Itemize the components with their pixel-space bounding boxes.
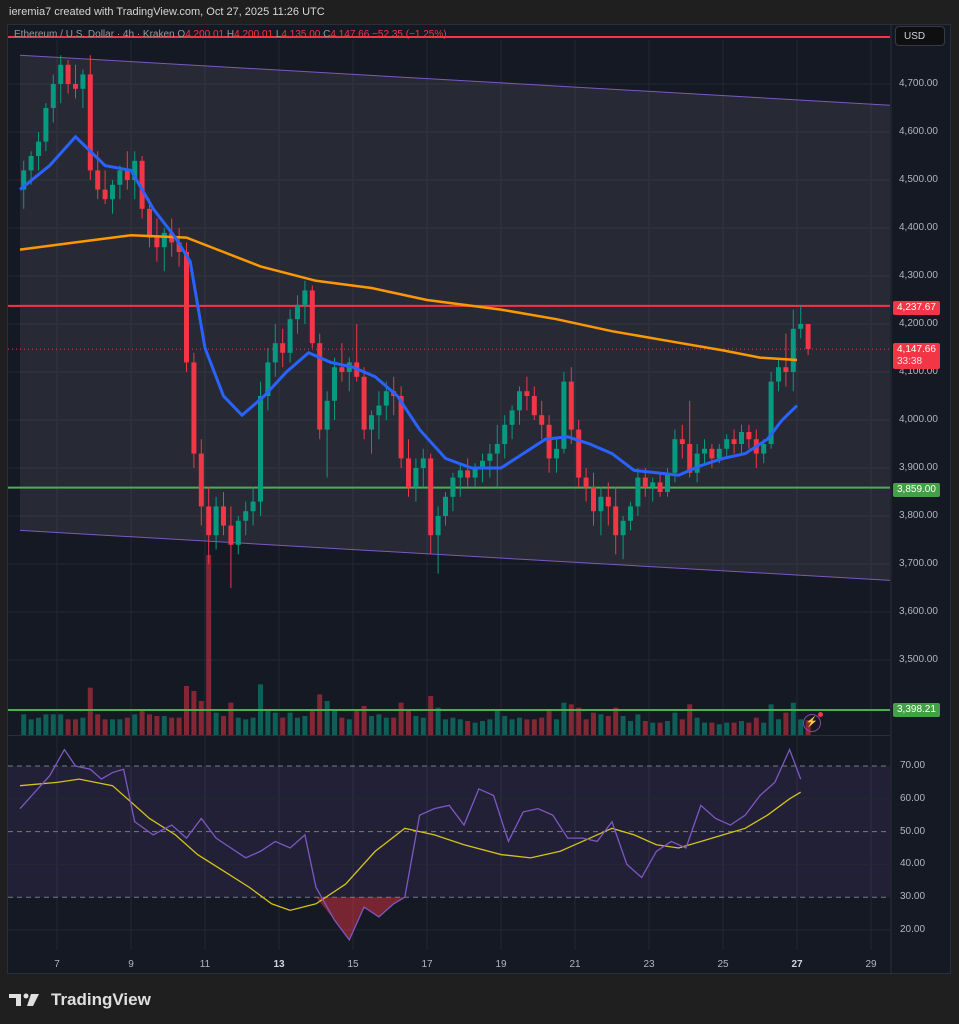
chart-credit: ieremia7 created with TradingView.com, O…	[9, 6, 325, 18]
price-tick-label: 4,000.00	[899, 414, 938, 425]
price-tick-label: 4,100.00	[899, 366, 938, 377]
price-tick-label: 3,900.00	[899, 462, 938, 473]
price-tick-label: 4,500.00	[899, 174, 938, 185]
low-support-price-tag: 3,398.21	[893, 703, 940, 717]
high-label: H	[226, 29, 235, 40]
chart-frame[interactable]	[7, 24, 951, 974]
rsi-tick-label: 60.00	[900, 792, 926, 804]
price-tick-label: 4,700.00	[899, 78, 938, 89]
price-tick-label: 3,500.00	[899, 654, 938, 665]
low-label: L	[275, 29, 282, 40]
last-price-value: 4,147.66	[897, 344, 936, 355]
time-tick-label: 23	[643, 959, 655, 970]
price-tick-label: 4,600.00	[899, 126, 938, 137]
time-tick-label: 7	[54, 959, 60, 970]
rsi-tick-label: 50.00	[900, 825, 926, 837]
lightning-alert-icon[interactable]: ⚡	[803, 712, 823, 732]
price-tick-label: 3,800.00	[899, 510, 938, 521]
time-tick-label: 21	[569, 959, 581, 970]
time-tick-label: 13	[273, 959, 285, 970]
open-value: 4,200.01	[185, 29, 225, 40]
close-value: 4,147.66	[330, 29, 370, 40]
rsi-tick-label: 20.00	[900, 924, 926, 935]
last-price-tag: 4,147.66 33:38	[893, 343, 940, 369]
low-value: 4,135.00	[281, 29, 321, 40]
currency-button[interactable]: USD	[895, 26, 945, 46]
support-price-tag: 3,859.00	[893, 483, 940, 497]
high-value: 4,200.01	[234, 29, 274, 40]
rsi-tick-label: 30.00	[900, 891, 926, 903]
tradingview-logo: TradingView	[9, 990, 151, 1010]
price-tick-label: 4,400.00	[899, 222, 938, 233]
change-value: −52.35 (−1.25%)	[372, 29, 447, 40]
price-tick-label: 3,700.00	[899, 558, 938, 569]
brand-name: TradingView	[51, 990, 151, 1009]
time-tick-label: 29	[865, 959, 877, 970]
time-tick-label: 19	[495, 959, 507, 970]
price-tick-label: 3,600.00	[899, 606, 938, 617]
symbol-legend: Ethereum / U.S. Dollar · 4h · Kraken O4,…	[14, 29, 447, 40]
rsi-tick-label: 40.00	[900, 858, 926, 870]
close-label: C	[323, 29, 331, 40]
time-tick-label: 17	[421, 959, 433, 970]
symbol-title[interactable]: Ethereum / U.S. Dollar · 4h · Kraken	[14, 29, 175, 40]
time-tick-label: 11	[199, 959, 211, 970]
price-tick-label: 4,300.00	[899, 270, 938, 281]
tradingview-logo-icon	[9, 993, 39, 1006]
time-tick-label: 27	[791, 959, 803, 970]
open-label: O	[177, 29, 186, 40]
price-tick-label: 4,200.00	[899, 318, 938, 329]
resistance-price-tag: 4,237.67	[893, 301, 940, 315]
time-tick-label: 9	[128, 959, 134, 970]
bar-countdown: 33:38	[897, 356, 923, 367]
time-tick-label: 25	[717, 959, 729, 970]
rsi-tick-label: 70.00	[900, 760, 926, 771]
time-tick-label: 15	[347, 959, 359, 970]
notification-dot	[818, 712, 823, 717]
